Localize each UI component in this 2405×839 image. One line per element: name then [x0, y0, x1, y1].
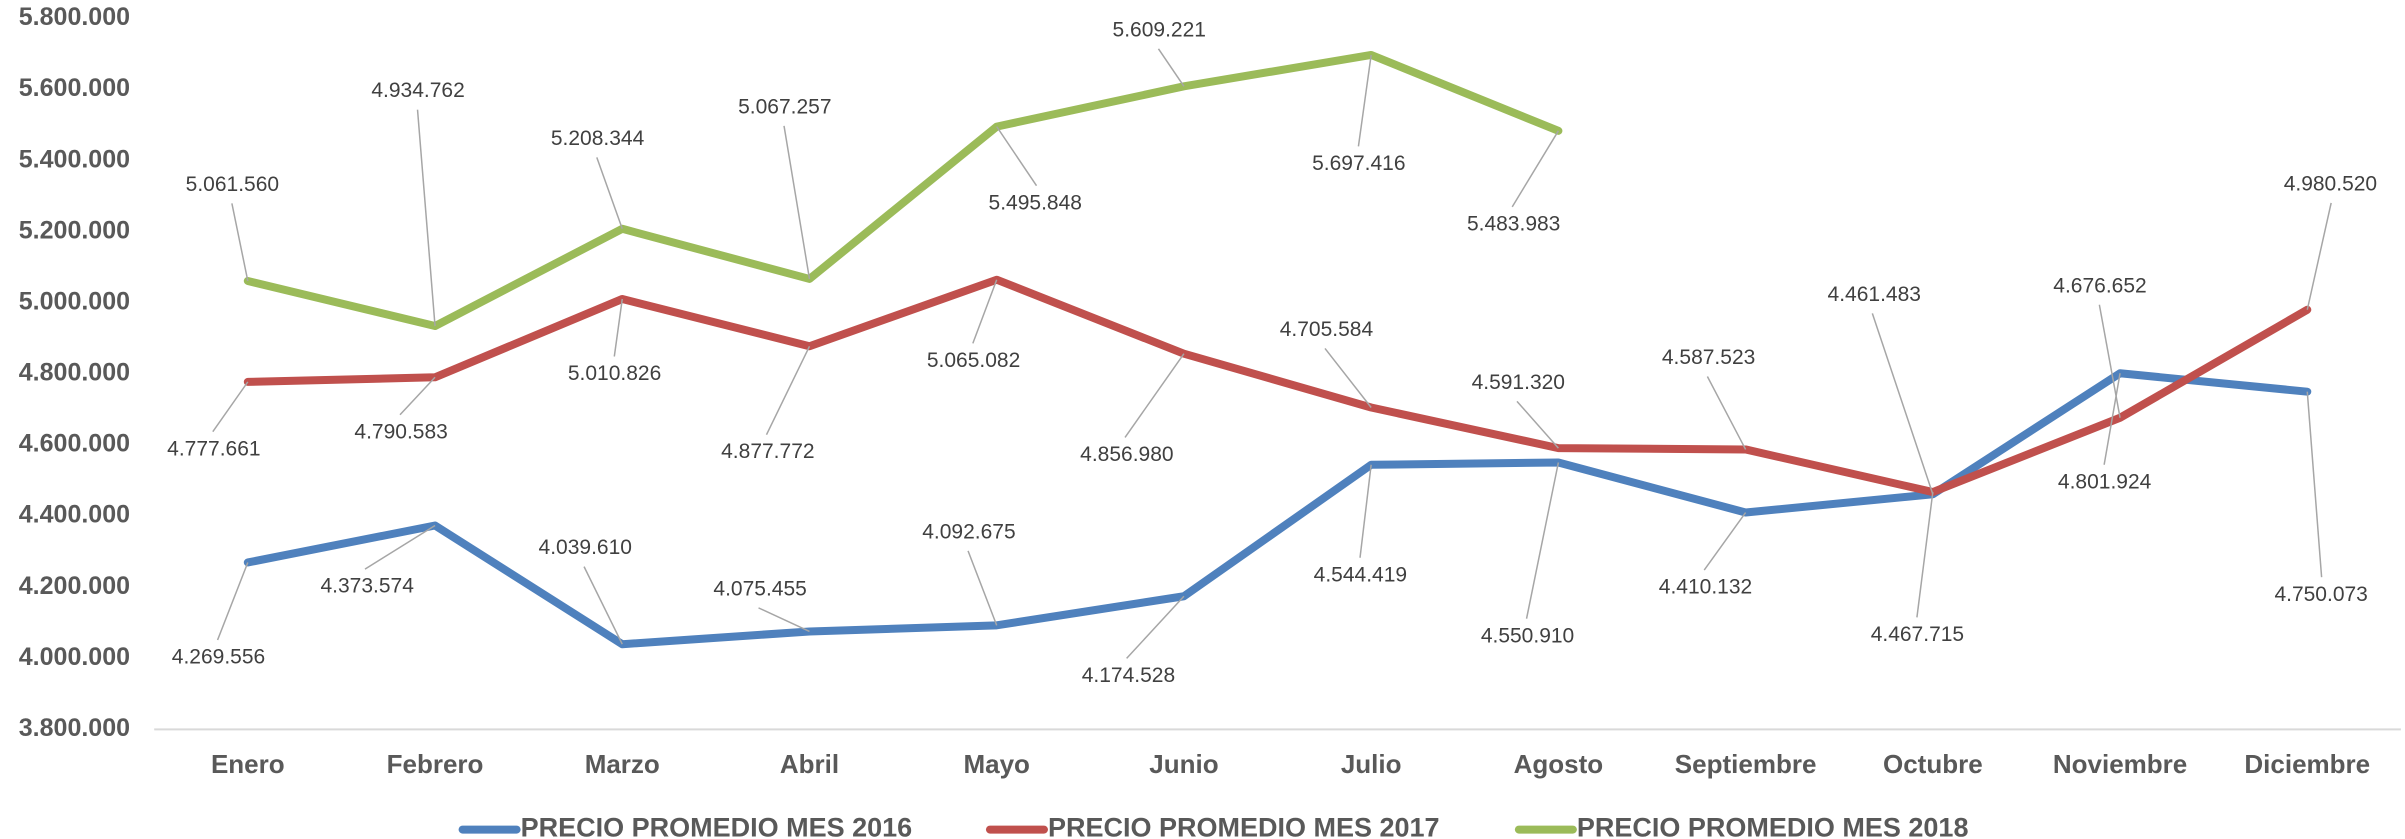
leader-line — [2098, 304, 2121, 418]
y-tick-label: 3.800.000 — [19, 714, 130, 742]
series-line — [243, 50, 1563, 331]
leader-line — [1703, 512, 1747, 571]
leader-line — [1126, 595, 1185, 659]
x-tick-label: Agosto — [1514, 749, 1604, 779]
data-label: 4.587.523 — [1662, 346, 1755, 369]
data-label: 5.697.416 — [1312, 152, 1405, 175]
data-label: 4.410.132 — [1659, 576, 1752, 599]
y-tick-label: 5.400.000 — [19, 145, 130, 173]
leader-line — [1511, 130, 1560, 208]
leader-line — [783, 125, 811, 280]
leader-line — [613, 298, 624, 357]
x-tick-label: Junio — [1149, 749, 1218, 779]
data-label: 4.750.073 — [2274, 583, 2367, 606]
x-tick-label: Octubre — [1883, 749, 1983, 779]
leader-line — [758, 607, 810, 633]
series-line — [243, 369, 2312, 649]
leader-line — [1359, 464, 1372, 558]
series-line — [243, 275, 2312, 497]
data-label: 5.010.826 — [568, 362, 661, 385]
leader-line — [231, 203, 249, 282]
data-label: 4.174.528 — [1082, 664, 1175, 687]
data-label: 4.544.419 — [1314, 563, 1407, 586]
leader-line — [1124, 353, 1185, 438]
data-label: 5.067.257 — [738, 95, 831, 118]
legend-label: PRECIO PROMEDIO MES 2016 — [521, 813, 913, 839]
x-tick-label: Abril — [780, 749, 839, 779]
data-label: 4.705.584 — [1280, 318, 1374, 341]
y-tick-label: 4.800.000 — [19, 359, 130, 387]
data-label: 4.550.910 — [1481, 624, 1574, 647]
leader-line — [972, 279, 998, 344]
data-label: 4.467.715 — [1871, 623, 1964, 646]
leader-line — [1157, 48, 1185, 87]
x-tick-label: Enero — [211, 749, 285, 779]
leader-line — [2306, 391, 2323, 578]
data-label: 5.208.344 — [551, 127, 645, 150]
leader-line — [364, 524, 436, 570]
data-label: 4.075.455 — [713, 577, 806, 600]
leader-line — [1324, 347, 1372, 408]
y-tick-label: 5.000.000 — [19, 287, 130, 315]
x-tick-label: Diciembre — [2244, 749, 2370, 779]
data-label: 4.980.520 — [2284, 172, 2377, 195]
leader-line — [765, 345, 811, 435]
leader-line — [996, 126, 1038, 187]
leader-line — [583, 566, 623, 645]
data-label: 4.269.556 — [172, 646, 265, 669]
y-tick-label: 4.600.000 — [19, 430, 130, 458]
data-label: 4.877.772 — [721, 440, 814, 463]
data-label: 4.934.762 — [371, 79, 464, 102]
data-label: 5.065.082 — [927, 349, 1020, 372]
leader-line — [1871, 313, 1934, 495]
data-label: 4.676.652 — [2053, 274, 2146, 297]
data-label: 5.483.983 — [1467, 212, 1560, 235]
data-label: 4.777.661 — [167, 437, 260, 460]
data-label: 5.495.848 — [989, 191, 1082, 214]
leader-line — [1516, 400, 1559, 449]
data-label: 4.373.574 — [320, 575, 414, 598]
y-tick-label: 5.600.000 — [19, 74, 130, 102]
y-tick-label: 5.200.000 — [19, 216, 130, 244]
x-tick-label: Marzo — [585, 749, 660, 779]
data-label: 5.061.560 — [186, 173, 279, 196]
x-tick-label: Febrero — [387, 749, 484, 779]
leader-line — [1357, 54, 1372, 147]
leader-line — [1916, 491, 1934, 618]
x-tick-label: Septiembre — [1675, 749, 1817, 779]
y-tick-label: 5.800.000 — [19, 3, 130, 31]
x-tick-label: Julio — [1341, 749, 1402, 779]
y-tick-label: 4.000.000 — [19, 643, 130, 671]
y-tick-label: 4.200.000 — [19, 572, 130, 600]
leader-line — [1525, 462, 1560, 619]
data-label: 4.092.675 — [922, 520, 1015, 543]
data-label: 4.461.483 — [1828, 283, 1921, 306]
leader-line — [1706, 376, 1747, 450]
data-label: 4.039.610 — [539, 536, 632, 559]
leader-line — [212, 381, 249, 433]
x-tick-label: Noviembre — [2053, 749, 2187, 779]
leader-line — [416, 109, 436, 327]
legend-label: PRECIO PROMEDIO MES 2018 — [1577, 813, 1969, 839]
data-label: 4.790.583 — [354, 420, 447, 443]
leader-line — [596, 157, 623, 230]
y-tick-label: 4.400.000 — [19, 501, 130, 529]
data-label: 4.856.980 — [1080, 443, 1173, 466]
legend-label: PRECIO PROMEDIO MES 2017 — [1048, 813, 1440, 839]
leader-line — [399, 376, 436, 416]
leader-line — [2306, 202, 2332, 310]
leader-line — [216, 562, 249, 641]
data-label: 4.591.320 — [1472, 371, 1565, 394]
leader-line — [2103, 373, 2121, 465]
leader-line — [967, 550, 998, 626]
x-tick-label: Mayo — [963, 749, 1029, 779]
data-label: 4.801.924 — [2058, 470, 2152, 493]
data-label: 5.609.221 — [1113, 18, 1206, 41]
